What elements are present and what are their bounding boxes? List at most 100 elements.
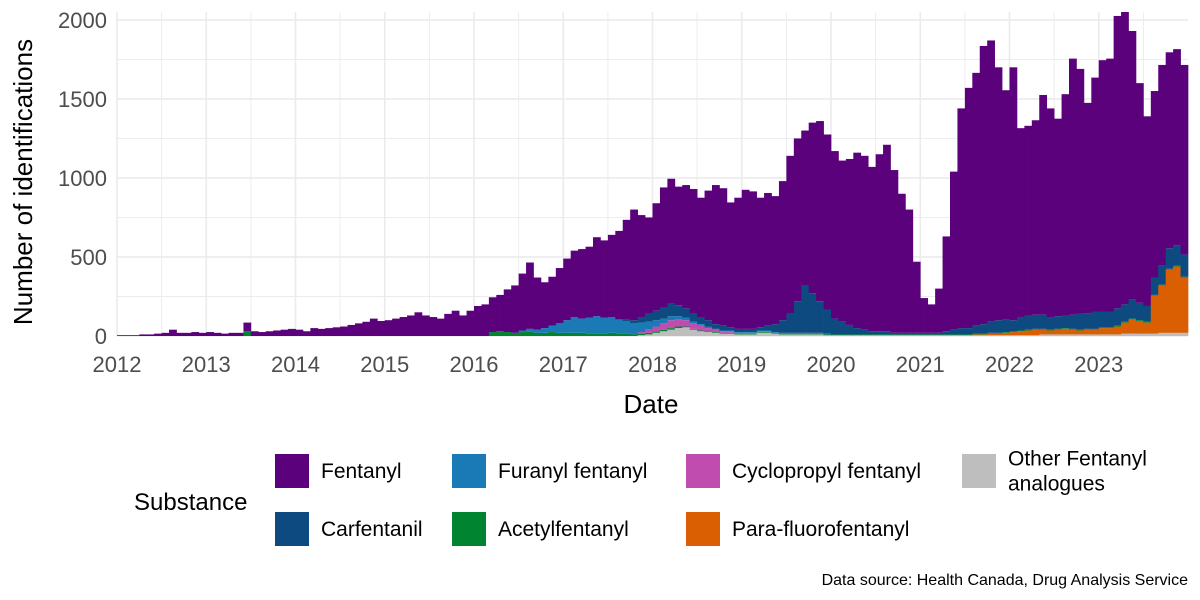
- bar-segment: [935, 334, 943, 336]
- bar-segment: [399, 317, 408, 336]
- bar-segment: [317, 328, 326, 336]
- bar-segment: [652, 332, 661, 336]
- bar-segment: [1061, 334, 1070, 336]
- bar-segment: [890, 334, 899, 336]
- bar-segment: [1046, 329, 1055, 331]
- bar-segment: [630, 323, 638, 335]
- bar-segment: [236, 332, 244, 336]
- bar-segment: [474, 305, 482, 336]
- bar-segment: [563, 332, 572, 336]
- bar-segment: [265, 331, 274, 336]
- bar-segment: [1039, 314, 1048, 329]
- bar-segment: [950, 329, 958, 335]
- bar-segment: [169, 329, 177, 336]
- bar-segment: [429, 317, 438, 336]
- bar-segment: [1135, 320, 1144, 334]
- bar-segment: [1113, 325, 1122, 327]
- bar-segment: [741, 189, 750, 329]
- bar-segment: [1106, 311, 1114, 328]
- bar-segment: [1180, 64, 1189, 255]
- bar-segment: [243, 322, 252, 332]
- bar-segment: [548, 276, 557, 326]
- bar-segment: [868, 331, 876, 335]
- bar-segment: [1016, 317, 1025, 331]
- bar-segment: [332, 327, 341, 336]
- bar-segment: [972, 333, 981, 335]
- bar-segment: [1091, 311, 1100, 329]
- bar-segment: [1009, 67, 1018, 321]
- y-tick-label: 2000: [58, 8, 107, 33]
- bar-segment: [1135, 333, 1144, 336]
- bar-segment: [1039, 329, 1048, 335]
- bar-segment: [942, 331, 951, 335]
- y-axis-ticks: 0 500 1000 1500 2000: [58, 8, 107, 349]
- bar-segment: [764, 330, 772, 332]
- bar-segment: [1083, 328, 1092, 330]
- bar-segment: [726, 327, 735, 331]
- bar-segment: [555, 323, 564, 333]
- bar-segment: [1024, 329, 1033, 331]
- bar-segment: [637, 335, 646, 336]
- bar-segment: [414, 312, 423, 336]
- bar-segment: [734, 332, 743, 333]
- bar-segment: [667, 316, 676, 321]
- bar-segment: [756, 332, 765, 336]
- bar-segment: [890, 332, 899, 335]
- bar-segment: [734, 332, 743, 334]
- bar-segment: [905, 209, 914, 333]
- bar-segment: [786, 332, 795, 334]
- bar-segment: [719, 330, 728, 332]
- bar-segment: [384, 320, 393, 336]
- bar-segment: [154, 333, 162, 336]
- bar-segment: [1106, 334, 1114, 336]
- bar-segment: [726, 333, 735, 336]
- bar-segment: [645, 332, 653, 335]
- bar-segment: [890, 335, 899, 336]
- bar-segment: [645, 313, 653, 322]
- bar-segment: [526, 331, 534, 336]
- bar-segment: [1150, 91, 1159, 278]
- bar-segment: [920, 335, 929, 336]
- bar-segment: [488, 297, 497, 333]
- bar-segment: [659, 318, 668, 324]
- bar-segment: [741, 328, 750, 333]
- bar-segment: [845, 324, 854, 335]
- bar-segment: [979, 334, 988, 336]
- bar-segment: [1069, 328, 1077, 330]
- bar-segment: [897, 334, 906, 336]
- bar-segment: [1069, 329, 1077, 335]
- bar-segment: [905, 334, 914, 336]
- bar-segment: [667, 178, 676, 304]
- bar-segment: [645, 217, 653, 314]
- bar-segment: [1054, 329, 1062, 335]
- bar-segment: [897, 193, 906, 333]
- bar-segment: [1039, 334, 1048, 336]
- bar-segment: [295, 329, 304, 336]
- bar-segment: [369, 318, 378, 336]
- bar-segment: [719, 333, 728, 336]
- x-tick-label: 2014: [271, 352, 320, 377]
- bar-segment: [771, 196, 780, 325]
- bar-segment: [860, 335, 869, 336]
- bar-segment: [897, 332, 906, 335]
- bar-segment: [615, 230, 624, 320]
- bar-segment: [1076, 313, 1085, 330]
- bar-segment: [280, 329, 289, 336]
- bar-segment: [1009, 320, 1018, 332]
- bar-segment: [206, 332, 215, 336]
- bar-segment: [578, 318, 586, 333]
- bar-segment: [674, 186, 683, 306]
- bar-segment: [1031, 329, 1040, 336]
- bar-segment: [831, 335, 839, 336]
- bar-segment: [972, 334, 981, 336]
- legend-swatch: [452, 512, 486, 546]
- bar-segment: [756, 327, 765, 331]
- bar-segment: [987, 321, 995, 333]
- bar-segment: [526, 328, 534, 332]
- bar-segment: [912, 332, 921, 335]
- bar-segment: [578, 332, 586, 336]
- bar-segment: [994, 333, 1003, 336]
- bar-segment: [786, 155, 795, 314]
- bar-segment: [1076, 68, 1085, 314]
